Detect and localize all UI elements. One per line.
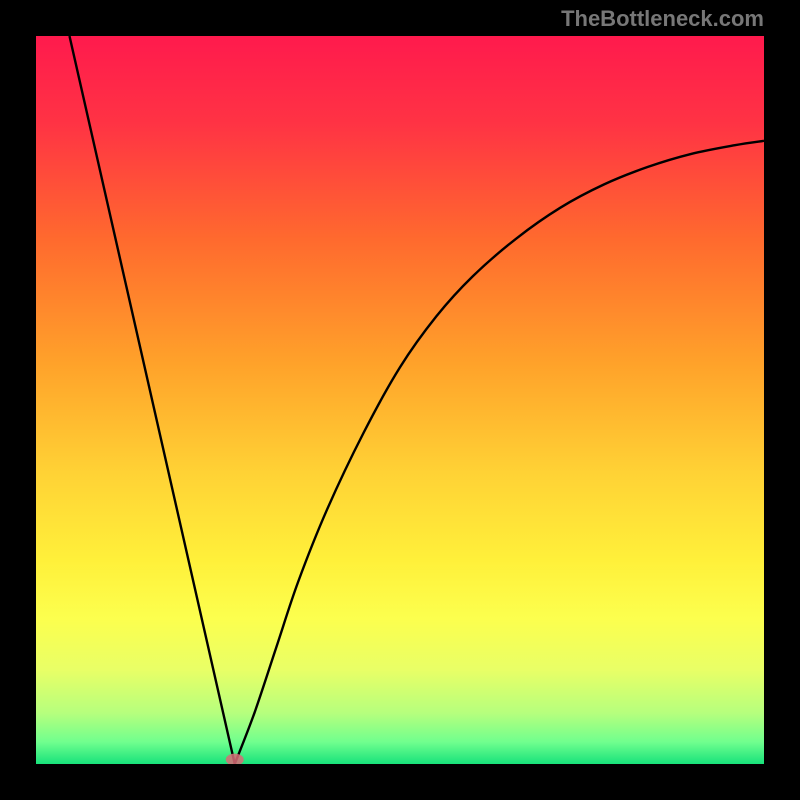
chart-svg	[36, 36, 764, 764]
watermark-text: TheBottleneck.com	[561, 6, 764, 32]
plot-area	[36, 36, 764, 764]
gradient-background	[36, 36, 764, 764]
